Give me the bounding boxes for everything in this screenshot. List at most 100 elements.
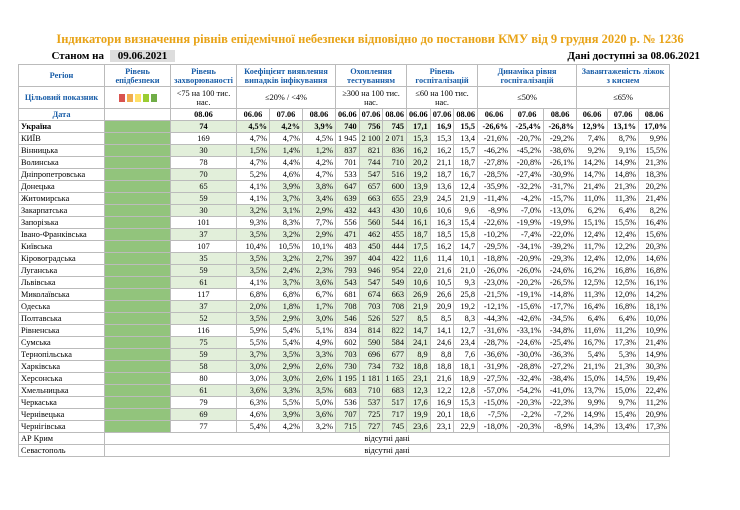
cell-b1: 14,7% (576, 168, 609, 181)
level-cell (104, 240, 171, 253)
cell-c2: 3,3% (269, 384, 303, 397)
cell-c2: 3,7% (269, 276, 303, 289)
level-cell (104, 120, 171, 133)
region-name: Херсонська (18, 372, 105, 385)
cell-h2: 16,9 (429, 120, 455, 133)
date-col: 06.06 (576, 108, 609, 121)
col-region: Регіон (18, 64, 105, 87)
cell-c2: 3,7% (269, 192, 303, 205)
cell-t3: 549 (382, 276, 408, 289)
cell-dy3: -15,7% (543, 192, 578, 205)
page-title: Індикатори визначення рівнів епідемічної… (56, 32, 684, 46)
cell-h: 8,5 (406, 312, 431, 325)
cell-dy3: -22,0% (543, 228, 578, 241)
cell-c3: 2,9% (302, 228, 336, 241)
cell-dy2: -42,6% (510, 312, 545, 325)
cell-b3: 9,9% (638, 132, 671, 145)
cell-c2: 4,4% (269, 156, 303, 169)
cell-dy3: -26,8% (543, 120, 578, 133)
cell-c2: 3,1% (269, 204, 303, 217)
cell-t3: 444 (382, 240, 408, 253)
cell-h: 17,1 (406, 120, 431, 133)
cell-h3: 25,8 (453, 288, 479, 301)
level-cell (104, 156, 171, 169)
cell-h: 8,9 (406, 348, 431, 361)
status-date: 09.06.2021 (109, 50, 176, 62)
date-col: 08.06 (453, 108, 479, 121)
cell-b2: 12,0% (607, 288, 640, 301)
cell-c1: 5,2% (236, 168, 270, 181)
cell-dy1: -21,6% (477, 132, 512, 145)
region-name: Київська (18, 240, 105, 253)
cell-b2: 15,4% (607, 408, 640, 421)
cell-m: 101 (170, 216, 237, 229)
cell-c1: 4,1% (236, 276, 270, 289)
cell-dy1: -36,6% (477, 348, 512, 361)
cell-t2: 674 (358, 288, 384, 301)
cell-t2: 756 (358, 120, 384, 133)
cell-t2: 404 (358, 252, 384, 265)
cell-c2: 4,2% (269, 120, 303, 133)
cell-b1: 6,4% (576, 312, 609, 325)
indicators-table: Регіон Рівень епідбезпеки Рівень захворю… (18, 64, 671, 457)
table-row: Житомирська 59 4,1% 3,7% 3,4% 639 663 655 23,9 24… (18, 192, 671, 205)
cell-t3: 517 (382, 396, 408, 409)
cell-t1: 708 (335, 300, 360, 313)
cell-h: 24,1 (406, 336, 431, 349)
cell-b2: 11,2% (607, 324, 640, 337)
region-name: Чернівецька (18, 408, 105, 421)
cell-b1: 16,7% (576, 336, 609, 349)
cell-b1: 14,9% (576, 408, 609, 421)
region-name: Україна (18, 120, 105, 133)
cell-t1: 397 (335, 252, 360, 265)
cell-t3: 717 (382, 408, 408, 421)
cell-dy1: -31,6% (477, 324, 512, 337)
cell-dy2: -20,3% (510, 420, 545, 433)
cell-h: 14,7 (406, 324, 431, 337)
cell-c2: 3,9% (269, 408, 303, 421)
table-row: Київська 107 10,4% 10,5% 10,1% 483 450 444 17,5 1… (18, 240, 671, 253)
cell-h3: 18,7 (453, 156, 479, 169)
table-row: АР Крим відсутні дані (18, 432, 671, 445)
cell-c3: 7,7% (302, 216, 336, 229)
cell-b3: 10,0% (638, 312, 671, 325)
target-beds: ≤65% (576, 86, 671, 109)
cell-dy1: -12,1% (477, 300, 512, 313)
cell-b3: 18,1% (638, 300, 671, 313)
cell-b2: 16,8% (607, 264, 640, 277)
cell-m: 37 (170, 228, 237, 241)
cell-c3: 3,0% (302, 312, 336, 325)
cell-h2: 16,2 (429, 240, 455, 253)
cell-dy3: -34,8% (543, 324, 578, 337)
target-testing: ≥300 на 100 тис. нас. (334, 86, 408, 109)
col-dynamics: Динаміка рівня госпіталізацій (477, 64, 578, 87)
cell-t1: 703 (335, 348, 360, 361)
cell-b1: 11,7% (576, 240, 609, 253)
level-cell (104, 372, 171, 385)
cell-m: 75 (170, 336, 237, 349)
cell-t1: 533 (335, 168, 360, 181)
table-row: Волинська 78 4,7% 4,4% 4,2% 701 744 710 20,2 21,1… (18, 156, 671, 169)
cell-t2: 821 (358, 144, 384, 157)
cell-dy2: -30,0% (510, 348, 545, 361)
cell-t3: 455 (382, 228, 408, 241)
region-name: Рівненська (18, 324, 105, 337)
level-cell (104, 216, 171, 229)
cell-t3: 422 (382, 252, 408, 265)
cell-m: 30 (170, 144, 237, 157)
level-cell (104, 360, 171, 373)
cell-c2: 2,9% (269, 312, 303, 325)
col-level: Рівень епідбезпеки (104, 64, 171, 87)
scale-orange (126, 93, 133, 102)
level-cell (104, 312, 171, 325)
table-row: Миколаївська 117 6,8% 6,8% 6,7% 681 674 663 26,9… (18, 288, 671, 301)
target-dynamics: ≤50% (477, 86, 578, 109)
cell-b2: 12,0% (607, 252, 640, 265)
scale-green (150, 93, 157, 102)
cell-t1: 471 (335, 228, 360, 241)
scale-lightgreen (142, 93, 149, 102)
cell-b3: 22,4% (638, 384, 671, 397)
missing-note: відсутні дані (103, 444, 671, 457)
level-cell (104, 192, 171, 205)
table-row: Закарпатська 30 3,2% 3,1% 2,9% 432 443 430 10,6 1… (18, 204, 671, 217)
